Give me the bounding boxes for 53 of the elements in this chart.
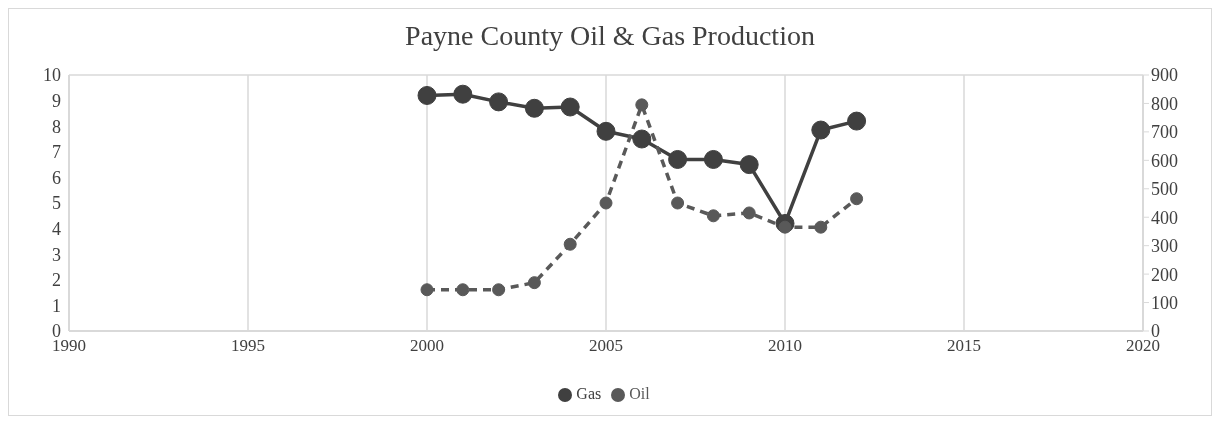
y2-tick-label: 700 xyxy=(1151,122,1178,143)
point xyxy=(420,283,434,297)
point xyxy=(453,84,473,104)
y-tick-label: 4 xyxy=(52,218,61,239)
point xyxy=(703,149,723,169)
point xyxy=(560,97,580,117)
point xyxy=(524,98,544,118)
point xyxy=(635,98,649,112)
point xyxy=(850,192,864,206)
point xyxy=(527,276,541,290)
y2-tick-label: 500 xyxy=(1151,179,1178,200)
point xyxy=(811,120,831,140)
y2-tick-label: 300 xyxy=(1151,236,1178,257)
y-tick-label: 2 xyxy=(52,270,61,291)
point xyxy=(847,111,867,131)
y-tick-label: 9 xyxy=(52,90,61,111)
x-tick-label: 2015 xyxy=(947,336,981,356)
x-tick-label: 2000 xyxy=(410,336,444,356)
x-tick-label: 2005 xyxy=(589,336,623,356)
x-tick-label: 2020 xyxy=(1126,336,1160,356)
point xyxy=(706,209,720,223)
y2-tick-label: 100 xyxy=(1151,292,1178,313)
y2-tick-label: 600 xyxy=(1151,150,1178,171)
y2-tick-label: 800 xyxy=(1151,93,1178,114)
point xyxy=(596,121,616,141)
point xyxy=(492,283,506,297)
point xyxy=(814,220,828,234)
point xyxy=(742,206,756,220)
y-tick-label: 1 xyxy=(52,295,61,316)
y2-tick-label: 900 xyxy=(1151,65,1178,86)
point xyxy=(417,85,437,105)
y-tick-label: 3 xyxy=(52,244,61,265)
point xyxy=(563,237,577,251)
x-tick-label: 1990 xyxy=(52,336,86,356)
point xyxy=(668,149,688,169)
point xyxy=(671,196,685,210)
point xyxy=(739,155,759,175)
y-tick-label: 8 xyxy=(52,116,61,137)
legend-label: Gas xyxy=(576,385,602,402)
legend-label: Oil xyxy=(629,385,650,402)
x-tick-label: 1995 xyxy=(231,336,265,356)
y2-tick-label: 400 xyxy=(1151,207,1178,228)
point xyxy=(599,196,613,210)
y2-tick-label: 200 xyxy=(1151,264,1178,285)
y-tick-label: 6 xyxy=(52,167,61,188)
chart-title: Payne County Oil & Gas Production xyxy=(404,19,816,53)
point xyxy=(456,283,470,297)
y-tick-label: 10 xyxy=(43,65,61,86)
y-tick-label: 7 xyxy=(52,142,61,163)
x-tick-label: 2010 xyxy=(768,336,802,356)
point xyxy=(632,129,652,149)
y-tick-label: 5 xyxy=(52,193,61,214)
point xyxy=(489,92,509,112)
